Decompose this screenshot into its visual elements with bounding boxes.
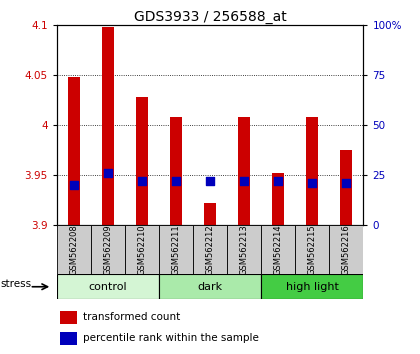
Bar xyxy=(60,311,76,324)
Bar xyxy=(136,97,148,225)
Text: GSM562214: GSM562214 xyxy=(274,224,283,275)
Bar xyxy=(340,150,352,225)
Bar xyxy=(102,27,114,225)
Bar xyxy=(193,225,227,274)
Text: stress: stress xyxy=(0,279,31,289)
Text: control: control xyxy=(89,282,127,292)
Text: percentile rank within the sample: percentile rank within the sample xyxy=(83,333,259,343)
Bar xyxy=(227,225,261,274)
Point xyxy=(241,178,247,184)
Text: high light: high light xyxy=(286,282,339,292)
Text: dark: dark xyxy=(197,282,223,292)
Bar xyxy=(261,274,363,299)
Text: GSM562211: GSM562211 xyxy=(171,224,181,275)
Bar xyxy=(238,117,250,225)
Bar xyxy=(68,77,80,225)
Bar xyxy=(170,117,182,225)
Point xyxy=(71,182,77,188)
Point xyxy=(275,178,281,184)
Text: GSM562215: GSM562215 xyxy=(308,224,317,275)
Bar xyxy=(261,225,295,274)
Text: GSM562209: GSM562209 xyxy=(103,224,112,275)
Bar xyxy=(159,274,261,299)
Bar xyxy=(125,225,159,274)
Bar xyxy=(329,225,363,274)
Point xyxy=(173,178,179,184)
Bar xyxy=(159,225,193,274)
Text: GSM562210: GSM562210 xyxy=(137,224,146,275)
Bar xyxy=(60,332,76,345)
Bar xyxy=(306,117,318,225)
Bar xyxy=(272,173,284,225)
Text: transformed count: transformed count xyxy=(83,312,180,322)
Point xyxy=(105,170,111,176)
Point xyxy=(309,180,315,185)
Point xyxy=(207,178,213,184)
Text: GSM562208: GSM562208 xyxy=(69,224,78,275)
Bar xyxy=(204,203,216,225)
Title: GDS3933 / 256588_at: GDS3933 / 256588_at xyxy=(134,10,286,24)
Bar xyxy=(295,225,329,274)
Text: GSM562216: GSM562216 xyxy=(342,224,351,275)
Bar xyxy=(57,225,91,274)
Text: GSM562213: GSM562213 xyxy=(239,224,249,275)
Point xyxy=(343,180,349,185)
Bar xyxy=(91,225,125,274)
Text: GSM562212: GSM562212 xyxy=(205,224,215,275)
Point xyxy=(139,178,145,184)
Bar xyxy=(57,274,159,299)
